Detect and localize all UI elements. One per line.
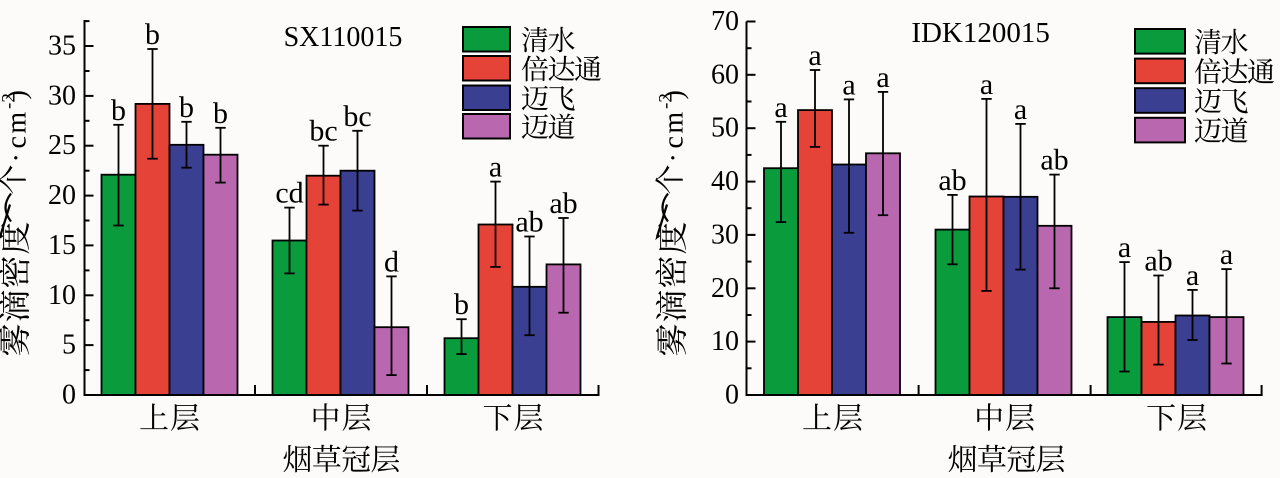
- svg-text:20: 20: [48, 180, 76, 211]
- svg-text:·: ·: [659, 153, 690, 162]
- svg-text:a: a: [1014, 93, 1027, 126]
- svg-text:cm: cm: [2, 109, 33, 148]
- svg-text:cm: cm: [659, 109, 690, 148]
- svg-text:): ): [2, 90, 33, 99]
- svg-text:): ): [659, 90, 690, 99]
- svg-text:a: a: [774, 91, 787, 124]
- svg-text:a: a: [1118, 231, 1131, 264]
- svg-text:d: d: [384, 245, 399, 278]
- svg-text:ab: ab: [1040, 144, 1068, 177]
- svg-text:·: ·: [2, 153, 33, 162]
- svg-text:b: b: [213, 97, 228, 130]
- svg-text:50: 50: [711, 113, 739, 144]
- svg-text:a: a: [842, 68, 855, 101]
- svg-text:5: 5: [62, 330, 76, 361]
- svg-text:30: 30: [48, 80, 76, 111]
- svg-text:10: 10: [711, 326, 739, 357]
- svg-text:25: 25: [48, 130, 76, 161]
- svg-text:b: b: [145, 18, 160, 51]
- svg-text:b: b: [111, 94, 126, 127]
- svg-text:a: a: [980, 68, 993, 101]
- svg-text:0: 0: [62, 380, 76, 411]
- svg-text:a: a: [808, 39, 821, 72]
- svg-text:-2: -2: [0, 93, 20, 109]
- svg-text:10: 10: [48, 280, 76, 311]
- svg-text:cd: cd: [275, 177, 303, 210]
- svg-text:0: 0: [725, 380, 739, 411]
- svg-text:a: a: [1220, 238, 1233, 271]
- svg-text:ab: ab: [1144, 245, 1172, 278]
- svg-text:SX110015: SX110015: [284, 22, 403, 53]
- svg-text:35: 35: [48, 31, 76, 62]
- svg-text:ab: ab: [549, 187, 577, 220]
- svg-text:a: a: [876, 61, 889, 94]
- svg-text:60: 60: [711, 59, 739, 90]
- svg-text:bc: bc: [309, 115, 337, 148]
- svg-text:IDK120015: IDK120015: [911, 17, 1050, 49]
- svg-text:b: b: [179, 91, 194, 124]
- svg-text:ab: ab: [938, 164, 966, 197]
- svg-text:70: 70: [711, 6, 739, 37]
- svg-text:30: 30: [711, 219, 739, 250]
- svg-text:40: 40: [711, 166, 739, 197]
- svg-text:-2: -2: [656, 93, 677, 109]
- svg-text:ab: ab: [515, 206, 543, 239]
- svg-text:a: a: [1186, 259, 1199, 292]
- svg-text:20: 20: [711, 273, 739, 304]
- svg-text:15: 15: [48, 230, 76, 261]
- svg-text:bc: bc: [343, 100, 371, 133]
- svg-text:a: a: [489, 151, 502, 184]
- svg-text:b: b: [454, 288, 469, 321]
